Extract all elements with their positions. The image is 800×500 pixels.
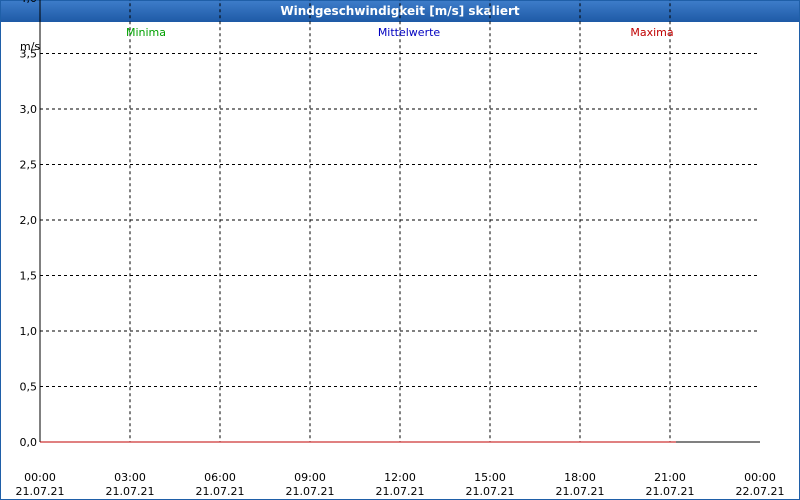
- y-tick-label: 1,0: [20, 325, 38, 338]
- y-tick-labels: 0,00,51,01,52,02,53,03,54,04,55,05,56,06…: [20, 0, 38, 449]
- grid: [40, 0, 760, 442]
- legend-maxima: Maxima: [630, 26, 673, 39]
- x-tick-labels: 00:0021.07.2103:0021.07.2106:0021.07.210…: [16, 471, 785, 498]
- x-tick-date: 21.07.21: [286, 485, 335, 498]
- x-tick-date: 21.07.21: [466, 485, 515, 498]
- x-tick-time: 00:00: [744, 471, 776, 484]
- x-tick-time: 12:00: [384, 471, 416, 484]
- y-tick-label: 0,0: [20, 436, 38, 449]
- x-tick-time: 15:00: [474, 471, 506, 484]
- x-tick-date: 22.07.21: [736, 485, 785, 498]
- y-tick-label: 0,5: [20, 381, 38, 394]
- x-tick-date: 21.07.21: [196, 485, 245, 498]
- y-axis-unit: m/s: [20, 40, 40, 53]
- y-tick-label: 2,0: [20, 214, 38, 227]
- x-tick-date: 21.07.21: [646, 485, 695, 498]
- legend-minima: Minima: [126, 26, 166, 39]
- legend-mittelwerte: Mittelwerte: [378, 26, 441, 39]
- y-tick-label: 3,5: [20, 48, 38, 61]
- x-tick-time: 06:00: [204, 471, 236, 484]
- x-tick-time: 09:00: [294, 471, 326, 484]
- x-tick-time: 18:00: [564, 471, 596, 484]
- x-tick-date: 21.07.21: [556, 485, 605, 498]
- x-tick-time: 00:00: [24, 471, 56, 484]
- y-tick-label: 4,0: [20, 0, 38, 5]
- y-tick-label: 3,0: [20, 103, 38, 116]
- y-tick-label: 2,5: [20, 159, 38, 172]
- x-tick-date: 21.07.21: [376, 485, 425, 498]
- x-tick-date: 21.07.21: [106, 485, 155, 498]
- x-tick-time: 21:00: [654, 471, 686, 484]
- x-tick-date: 21.07.21: [16, 485, 65, 498]
- y-tick-label: 1,5: [20, 270, 38, 283]
- x-tick-time: 03:00: [114, 471, 146, 484]
